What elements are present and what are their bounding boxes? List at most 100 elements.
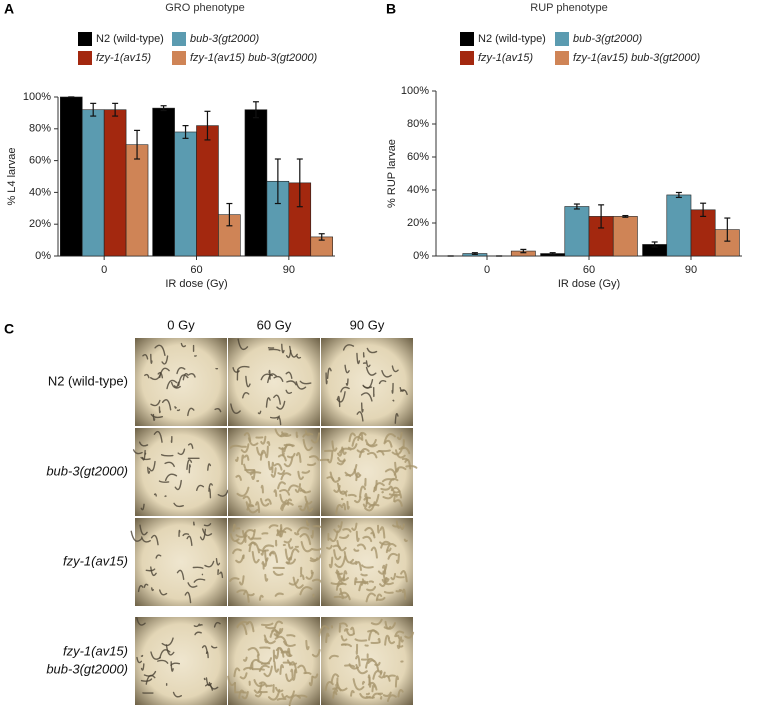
worm — [289, 345, 298, 358]
worm — [208, 488, 212, 499]
worm — [394, 675, 400, 688]
worm — [249, 658, 262, 670]
worm — [297, 694, 308, 698]
worm — [365, 366, 377, 376]
worm — [387, 552, 398, 560]
worm — [274, 635, 288, 646]
worm — [340, 635, 348, 642]
worm — [283, 640, 296, 648]
error-bar — [182, 125, 189, 139]
error-bar — [90, 102, 97, 117]
legend-swatch — [78, 51, 92, 65]
worm — [382, 691, 392, 698]
worm — [394, 413, 399, 424]
worm — [258, 681, 268, 688]
micrograph-bg — [321, 338, 413, 426]
micrograph — [135, 616, 227, 705]
worm — [336, 539, 347, 552]
legend-swatch — [172, 51, 186, 65]
worm — [277, 481, 286, 490]
micrograph — [321, 518, 413, 606]
worm — [335, 677, 339, 689]
worm — [260, 435, 267, 445]
worm — [170, 661, 174, 672]
worm — [142, 354, 149, 360]
worm — [139, 524, 148, 536]
y-tick-label: 100% — [23, 91, 51, 103]
worm — [299, 380, 312, 385]
worm — [295, 452, 302, 463]
worm — [273, 620, 284, 629]
worm — [333, 549, 342, 561]
error-bar — [112, 102, 119, 117]
bar — [81, 109, 105, 257]
micrograph — [135, 338, 227, 426]
worm — [395, 589, 403, 593]
worm — [140, 654, 144, 657]
worm — [401, 588, 407, 600]
worm — [361, 564, 374, 569]
worm — [281, 693, 287, 699]
worm — [342, 344, 355, 351]
worm — [355, 655, 361, 667]
worm — [299, 574, 305, 580]
x-axis-label: IR dose (Gy) — [558, 278, 620, 290]
worm — [153, 430, 163, 443]
worm — [376, 596, 386, 601]
worm — [391, 365, 399, 373]
worm — [395, 553, 400, 564]
worm — [214, 407, 222, 413]
worm — [395, 575, 405, 579]
worm — [273, 394, 281, 405]
worm — [283, 538, 293, 544]
worm — [368, 629, 378, 641]
error-bar — [296, 158, 303, 208]
micrograph-bg — [228, 338, 320, 426]
worm — [290, 668, 294, 677]
worm — [281, 447, 285, 457]
worm — [310, 432, 321, 444]
worm — [308, 675, 314, 687]
worm — [254, 691, 263, 698]
worm — [358, 448, 370, 458]
worm — [310, 529, 315, 539]
worm — [365, 360, 371, 368]
worm — [270, 467, 277, 478]
bar — [152, 107, 175, 257]
worm — [182, 373, 189, 381]
micrograph-bg — [135, 518, 227, 606]
worm — [140, 503, 145, 511]
worm — [215, 558, 221, 566]
worm — [365, 657, 375, 669]
worm — [229, 533, 240, 542]
worm — [280, 527, 293, 538]
worm — [166, 379, 178, 390]
micrograph-bg — [135, 338, 227, 426]
worm — [237, 338, 249, 351]
micrograph — [321, 338, 413, 426]
worm — [159, 649, 171, 659]
worm — [325, 632, 330, 644]
worm — [204, 560, 215, 568]
worm — [366, 438, 377, 447]
worm — [385, 543, 397, 554]
worm — [255, 501, 261, 514]
worm — [184, 591, 192, 604]
worm — [335, 504, 344, 515]
worm — [326, 451, 334, 464]
worm — [271, 461, 275, 474]
worm — [377, 449, 391, 453]
worm — [348, 432, 356, 443]
worm — [245, 501, 259, 514]
worm — [281, 343, 285, 354]
worm — [229, 577, 240, 583]
worm — [288, 578, 300, 586]
worm — [260, 550, 265, 556]
worm — [361, 680, 366, 685]
worm — [186, 535, 193, 547]
worm — [395, 634, 401, 639]
worm — [268, 369, 271, 380]
worm — [187, 407, 195, 417]
bar — [244, 109, 268, 257]
worm — [286, 349, 292, 359]
